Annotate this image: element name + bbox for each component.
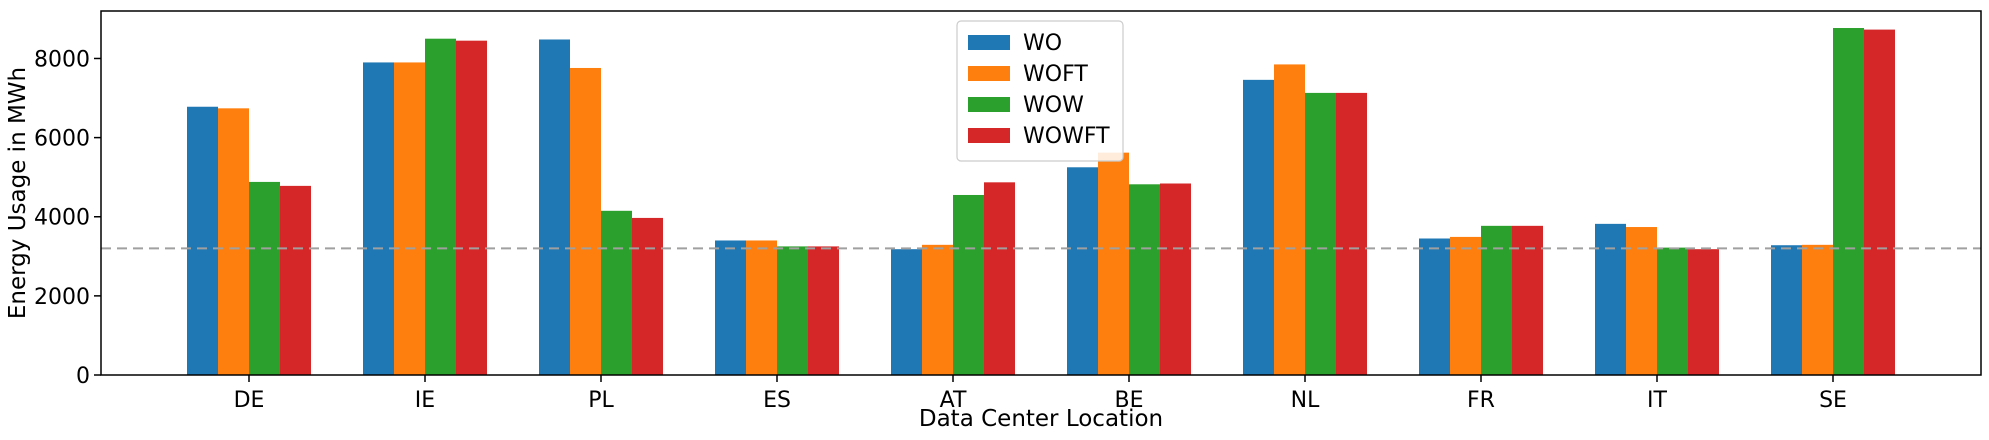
bar-it-woft [1626,227,1657,375]
bar-pl-wowft [632,217,663,375]
legend-label-wow: WOW [1023,93,1084,118]
legend-label-wo: WO [1023,31,1062,56]
bar-de-wow [249,181,280,375]
bar-se-woft [1802,244,1833,375]
bar-at-wo [891,249,922,375]
bar-be-wowft [1160,183,1191,375]
bar-pl-wo [539,39,570,375]
bar-es-wowft [808,246,839,375]
bar-fr-woft [1450,236,1481,375]
bar-nl-wo [1243,79,1274,375]
y-tick-label: 2000 [34,285,90,310]
bar-at-wow [953,194,984,375]
bar-se-wo [1771,245,1802,375]
y-tick-label: 8000 [34,47,90,72]
bar-fr-wowft [1512,225,1543,375]
y-tick-label: 6000 [34,127,90,152]
legend-swatch-wo [968,35,1010,50]
bar-de-wowft [280,185,311,375]
x-tick-label-pl: PL [588,388,614,413]
bar-es-woft [746,240,777,375]
x-axis: DE IE PL ES AT BE NL FR IT SE [234,375,1847,413]
bar-de-wo [187,106,218,375]
bar-fr-wow [1481,225,1512,375]
bar-be-woft [1098,152,1129,375]
bar-pl-woft [570,67,601,376]
bar-layer [187,28,1895,376]
bar-ie-woft [394,62,425,375]
bar-pl-wow [601,210,632,375]
bar-nl-wow [1305,92,1336,376]
x-tick-label-de: DE [234,388,265,413]
bar-nl-woft [1274,64,1305,376]
legend-box [956,20,1124,162]
legend: WO WOFT WOW WOWFT [956,20,1124,162]
legend-swatch-woft [968,66,1010,81]
legend-label-woft: WOFT [1023,62,1088,87]
x-tick-label-fr: FR [1467,388,1495,413]
bar-ie-wowft [456,40,487,375]
x-tick-label-be: BE [1115,388,1144,413]
bar-be-wo [1067,167,1098,375]
bar-ie-wow [425,38,456,376]
y-axis-title: Energy Usage in MWh [5,67,31,319]
bar-it-wowft [1688,249,1719,375]
bar-be-wow [1129,184,1160,375]
y-tick-label: 4000 [34,206,90,231]
bar-fr-wo [1419,238,1450,375]
x-axis-title: Data Center Location [919,406,1163,432]
legend-swatch-wowft [968,128,1010,143]
bar-es-wo [715,240,746,375]
x-tick-label-es: ES [763,388,791,413]
legend-label-wowft: WOWFT [1023,124,1110,149]
bar-se-wowft [1864,29,1895,376]
x-tick-label-it: IT [1647,388,1667,413]
bar-es-wow [777,246,808,375]
x-tick-label-se: SE [1819,388,1847,413]
x-tick-label-ie: IE [415,388,435,413]
y-tick-label: 0 [76,364,90,389]
bar-it-wow [1657,247,1688,375]
bar-at-woft [922,244,953,375]
bar-ie-wo [363,62,394,375]
y-axis: 0 2000 4000 6000 8000 [34,47,101,389]
bar-nl-wowft [1336,92,1367,376]
bar-it-wo [1595,223,1626,375]
x-tick-label-nl: NL [1291,388,1320,413]
x-tick-label-at: AT [940,388,967,413]
bar-at-wowft [984,182,1015,375]
bar-se-wow [1833,28,1864,376]
bar-de-woft [218,108,249,375]
legend-swatch-wow [968,97,1010,112]
plot-area-frame [100,10,1982,376]
